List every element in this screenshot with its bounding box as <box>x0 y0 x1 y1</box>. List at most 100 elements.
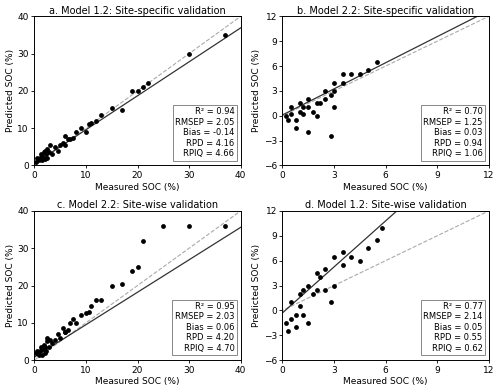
Point <box>38 351 46 358</box>
Point <box>56 335 64 341</box>
Text: R² = 0.77
RMSEP = 2.14
Bias = 0.05
RPD = 0.55
RPIQ = 0.62: R² = 0.77 RMSEP = 2.14 Bias = 0.05 RPD =… <box>423 302 482 353</box>
Point <box>364 245 372 251</box>
Title: d. Model 1.2: Site-wise validation: d. Model 1.2: Site-wise validation <box>304 200 466 210</box>
Point <box>296 100 304 107</box>
Point <box>282 320 290 326</box>
Point <box>134 264 141 270</box>
Point <box>62 142 70 148</box>
Point <box>316 100 324 107</box>
Point <box>34 155 42 161</box>
Y-axis label: Predicted SOC (%): Predicted SOC (%) <box>252 49 261 132</box>
Point <box>84 122 92 128</box>
Title: a. Model 1.2: Site-specific validation: a. Model 1.2: Site-specific validation <box>49 5 226 16</box>
Point <box>59 140 67 146</box>
Point <box>326 133 334 140</box>
Point <box>45 149 53 156</box>
Point <box>326 299 334 305</box>
Point <box>62 132 70 139</box>
Point <box>313 270 321 276</box>
Point <box>40 156 48 162</box>
Point <box>356 258 364 264</box>
Point <box>44 338 52 345</box>
Point <box>34 348 42 354</box>
Point <box>296 291 304 297</box>
Point <box>138 238 146 244</box>
Point <box>284 328 292 334</box>
Point <box>77 125 85 131</box>
Point <box>160 223 168 229</box>
Point <box>299 311 307 318</box>
Point <box>92 118 100 124</box>
Point <box>322 88 330 94</box>
Point <box>304 96 312 102</box>
Point <box>40 350 48 356</box>
Point <box>310 109 318 115</box>
Point <box>221 32 229 38</box>
Point <box>128 267 136 274</box>
Point <box>69 316 77 322</box>
Point <box>98 112 106 118</box>
Point <box>38 157 46 163</box>
Point <box>299 111 307 117</box>
Point <box>330 88 338 94</box>
Point <box>72 129 80 135</box>
Point <box>292 324 300 330</box>
Point <box>40 147 48 154</box>
Title: b. Model 2.2: Site-specific validation: b. Model 2.2: Site-specific validation <box>297 5 474 16</box>
Point <box>287 316 295 322</box>
Point <box>46 336 54 343</box>
Point <box>82 129 90 135</box>
Point <box>338 249 346 256</box>
Point <box>292 125 300 131</box>
Title: c. Model 2.2: Site-wise validation: c. Model 2.2: Site-wise validation <box>57 200 218 210</box>
Point <box>304 282 312 289</box>
Point <box>45 344 53 350</box>
Point <box>316 274 324 280</box>
Point <box>56 142 64 148</box>
Point <box>330 282 338 289</box>
X-axis label: Measured SOC (%): Measured SOC (%) <box>96 183 180 192</box>
Point <box>292 117 300 123</box>
Point <box>72 320 80 326</box>
X-axis label: Measured SOC (%): Measured SOC (%) <box>344 183 428 192</box>
Point <box>118 106 126 113</box>
Point <box>40 149 48 156</box>
Point <box>42 348 50 354</box>
Point <box>356 71 364 78</box>
Point <box>32 350 40 356</box>
Point <box>38 346 46 352</box>
Point <box>330 253 338 260</box>
Point <box>87 120 95 126</box>
Point <box>66 136 74 143</box>
Point <box>338 80 346 86</box>
Point <box>144 80 152 87</box>
Point <box>287 104 295 111</box>
Point <box>64 327 72 334</box>
Point <box>108 282 116 289</box>
Point <box>40 344 48 350</box>
Point <box>296 303 304 309</box>
Point <box>44 155 52 161</box>
Text: R² = 0.95
RMSEP = 2.03
Bias = 0.06
RPD = 4.20
RPIQ = 4.70: R² = 0.95 RMSEP = 2.03 Bias = 0.06 RPD =… <box>175 302 234 353</box>
Point <box>330 80 338 86</box>
Point <box>326 92 334 98</box>
Point <box>221 223 229 229</box>
Point <box>59 325 67 332</box>
Point <box>299 104 307 111</box>
Point <box>108 105 116 111</box>
Point <box>134 88 141 94</box>
Point <box>313 100 321 107</box>
Point <box>128 88 136 94</box>
Point <box>364 67 372 73</box>
Point <box>284 117 292 123</box>
Point <box>322 266 330 272</box>
Point <box>54 331 62 337</box>
Text: R² = 0.70
RMSEP = 1.25
Bias = 0.03
RPD = 0.94
RPIQ = 1.06: R² = 0.70 RMSEP = 1.25 Bias = 0.03 RPD =… <box>423 107 482 158</box>
Point <box>338 262 346 268</box>
Point <box>313 113 321 119</box>
Point <box>98 297 106 303</box>
Point <box>373 59 381 65</box>
Point <box>322 287 330 293</box>
Point <box>69 134 77 141</box>
Point <box>347 253 355 260</box>
